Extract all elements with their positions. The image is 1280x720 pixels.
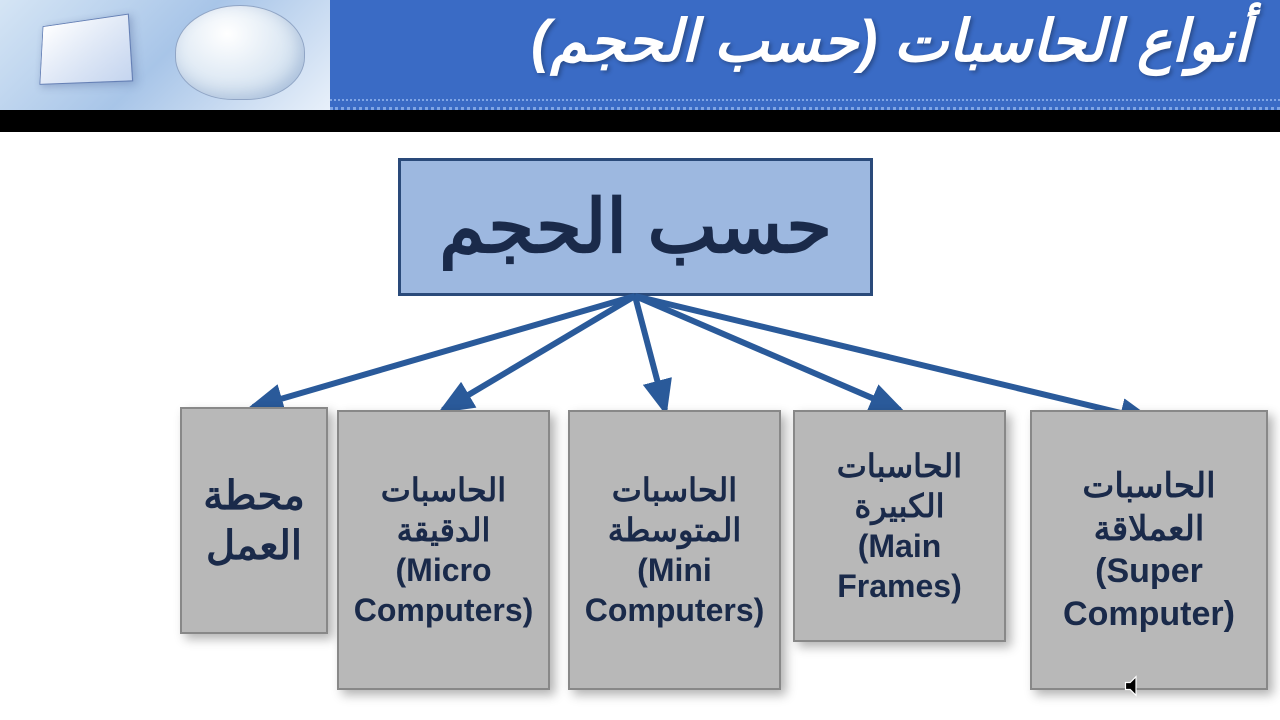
tree-edge (635, 296, 1150, 420)
sound-icon[interactable] (1122, 672, 1150, 700)
leaf-label-ar: الحاسبات العملاقة (1042, 465, 1256, 550)
diagram-area: حسب الحجم محطة العمل الحاسبات الدقيقة(Mic… (0, 132, 1280, 720)
mouse-icon (175, 5, 305, 100)
tree-root-node: حسب الحجم (398, 158, 873, 296)
tree-leaf-label: الحاسبات المتوسطة(Mini Computers) (580, 470, 769, 630)
laptop-icon (39, 14, 133, 85)
tree-root-label: حسب الحجم (439, 184, 832, 270)
leaf-label-en: (Main Frames) (805, 526, 994, 606)
tree-leaf-node: الحاسبات الدقيقة(Micro Computers) (337, 410, 550, 690)
tree-leaf-label: الحاسبات العملاقة(Super Computer) (1042, 465, 1256, 635)
leaf-label-ar: محطة العمل (192, 471, 316, 571)
header-title-area: أنواع الحاسبات (حسب الحجم) (330, 0, 1280, 110)
tree-edge (253, 296, 635, 407)
leaf-label-ar: الحاسبات المتوسطة (580, 470, 769, 550)
tree-leaf-label: الحاسبات الكبيرة(Main Frames) (805, 446, 994, 606)
slide-header: أنواع الحاسبات (حسب الحجم) (0, 0, 1280, 110)
tree-leaf-node: الحاسبات العملاقة(Super Computer) (1030, 410, 1268, 690)
leaf-label-ar: الحاسبات الدقيقة (349, 470, 538, 550)
tree-edge (635, 296, 665, 410)
tree-edge (635, 296, 900, 410)
tree-leaf-label: الحاسبات الدقيقة(Micro Computers) (349, 470, 538, 630)
tree-edge (443, 296, 635, 410)
leaf-label-ar: الحاسبات الكبيرة (805, 446, 994, 526)
tree-leaf-node: الحاسبات المتوسطة(Mini Computers) (568, 410, 781, 690)
leaf-label-en: (Micro Computers) (349, 550, 538, 630)
header-image-area (0, 0, 330, 110)
leaf-label-en: (Mini Computers) (580, 550, 769, 630)
slide-title: أنواع الحاسبات (حسب الحجم) (330, 0, 1280, 73)
tree-leaf-node: محطة العمل (180, 407, 328, 634)
divider-bar (0, 110, 1280, 132)
leaf-label-en: (Super Computer) (1042, 550, 1256, 635)
tree-leaf-node: الحاسبات الكبيرة(Main Frames) (793, 410, 1006, 642)
tree-leaf-label: محطة العمل (192, 471, 316, 571)
